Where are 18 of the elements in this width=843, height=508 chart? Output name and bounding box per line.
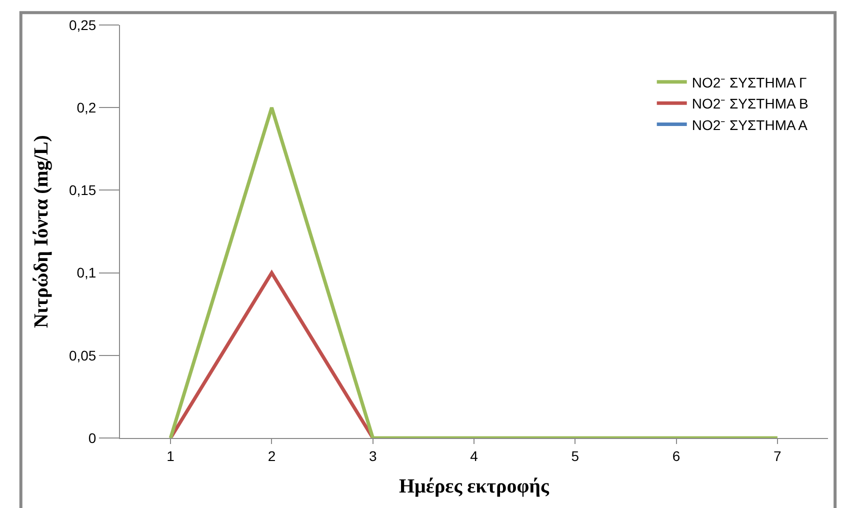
y-tick-label: 0,25 [68,16,96,33]
x-axis-title: Ημέρες εκτροφής [399,475,550,498]
y-tick-label: 0,2 [76,100,96,116]
x-tick-label: 5 [571,448,580,464]
y-tick-label: 0 [88,430,96,446]
y-tick-label: 0,1 [76,264,96,281]
legend-label: NO2⁻ ΣΥΣΤΗΜΑ Β [692,96,808,112]
x-tick-label: 7 [774,448,782,464]
legend-label: NO2⁻ ΣΥΣΤΗΜΑ Γ [692,74,807,90]
y-tick-label: 0,05 [68,347,96,364]
legend-label: NO2⁻ ΣΥΣΤΗΜΑ Α [692,116,808,133]
x-tick-label: 4 [470,448,478,464]
x-tick-label: 3 [368,448,377,464]
y-tick-label: 0,15 [68,182,96,198]
x-tick-label: 6 [672,448,680,464]
y-axis-title: Νιτρώδη Ιόντα (mg/L) [30,135,52,328]
x-tick-label: 1 [166,448,175,464]
x-tick-label: 2 [268,448,276,464]
